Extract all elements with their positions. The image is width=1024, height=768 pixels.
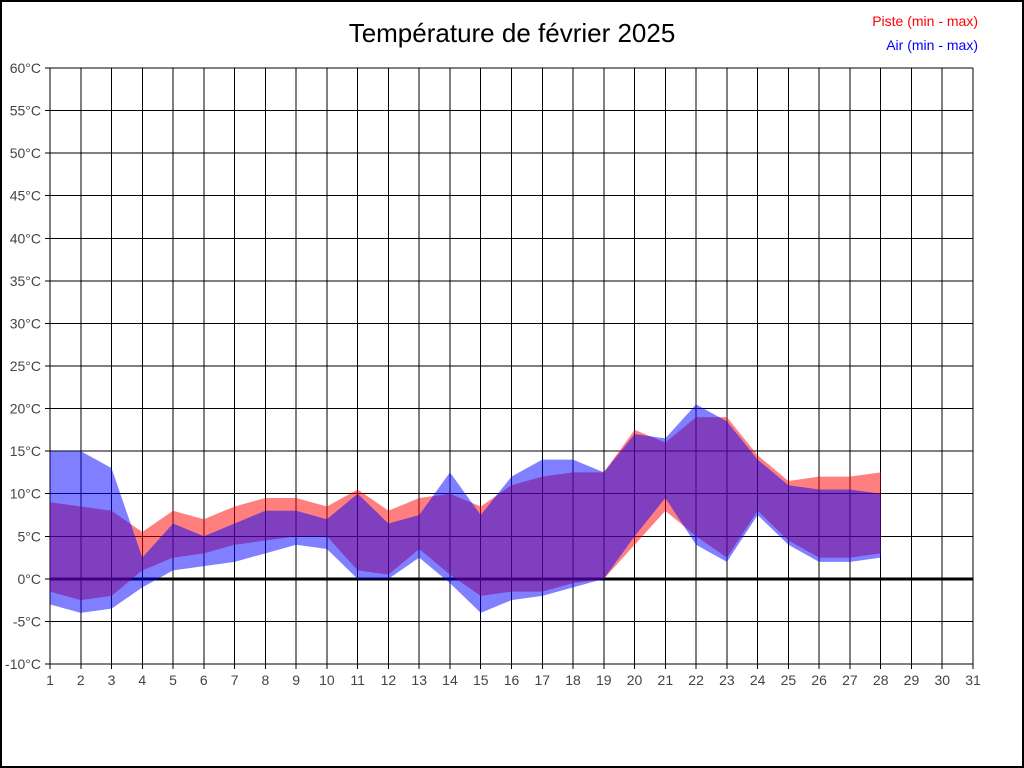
x-tick-label: 20 <box>627 672 643 688</box>
y-tick-label: 25°C <box>10 358 41 374</box>
legend: Piste (min - max) Air (min - max) <box>872 9 978 57</box>
y-tick-label: 30°C <box>10 315 41 331</box>
x-tick-label: 7 <box>231 672 239 688</box>
x-tick-label: 5 <box>169 672 177 688</box>
y-tick-label: 35°C <box>10 273 41 289</box>
y-tick-label: 55°C <box>10 103 41 119</box>
x-tick-label: 16 <box>504 672 520 688</box>
y-tick-label: 15°C <box>10 443 41 459</box>
legend-item-piste: Piste (min - max) <box>872 13 978 29</box>
x-tick-label: 26 <box>811 672 827 688</box>
y-tick-label: 40°C <box>10 230 41 246</box>
x-tick-label: 23 <box>719 672 735 688</box>
x-tick-label: 11 <box>350 672 365 688</box>
x-tick-label: 29 <box>904 672 920 688</box>
x-tick-label: 1 <box>46 672 54 688</box>
x-tick-label: 22 <box>688 672 704 688</box>
x-tick-label: 2 <box>77 672 85 688</box>
x-tick-label: 4 <box>138 672 146 688</box>
x-tick-label: 19 <box>596 672 612 688</box>
x-tick-label: 15 <box>473 672 489 688</box>
x-tick-label: 6 <box>200 672 208 688</box>
x-axis-tick-labels: 1 2 3 4 5 6 7 8 9 10 11 12 13 14 15 16 17 18 19 20 21 22 23 24 2… <box>46 672 981 688</box>
x-tick-label: 12 <box>381 672 397 688</box>
y-tick-label: 20°C <box>10 401 41 417</box>
y-tick-label: -10°C <box>5 656 41 672</box>
x-tick-label: 30 <box>934 672 950 688</box>
x-tick-label: 8 <box>261 672 269 688</box>
y-tick-label: 0°C <box>18 571 42 587</box>
x-tick-label: 27 <box>842 672 858 688</box>
x-tick-label: 18 <box>565 672 581 688</box>
x-tick-label: 3 <box>108 672 116 688</box>
y-tick-label: 60°C <box>10 60 41 76</box>
x-tick-label: 9 <box>292 672 300 688</box>
x-tick-label: 10 <box>319 672 335 688</box>
x-tick-label: 24 <box>750 672 766 688</box>
air-band-area <box>50 404 881 613</box>
x-tick-label: 25 <box>781 672 797 688</box>
x-tick-label: 13 <box>411 672 427 688</box>
y-axis-tick-labels: 60°C 55°C 50°C 45°C 40°C 35°C 30°C 25°C 20°C 15°C… <box>5 60 41 672</box>
y-tick-label: 10°C <box>10 486 41 502</box>
y-tick-label: 5°C <box>18 528 42 544</box>
y-tick-label: 50°C <box>10 145 41 161</box>
x-tick-label: 31 <box>965 672 981 688</box>
x-tick-label: 28 <box>873 672 889 688</box>
y-tick-label: -5°C <box>13 613 41 629</box>
axis-ticks <box>45 67 974 669</box>
chart-title: Température de février 2025 <box>348 18 676 48</box>
x-tick-label: 17 <box>534 672 550 688</box>
legend-item-air: Air (min - max) <box>886 37 978 53</box>
y-tick-label: 45°C <box>10 188 41 204</box>
x-tick-label: 21 <box>658 672 674 688</box>
x-tick-label: 14 <box>442 672 458 688</box>
